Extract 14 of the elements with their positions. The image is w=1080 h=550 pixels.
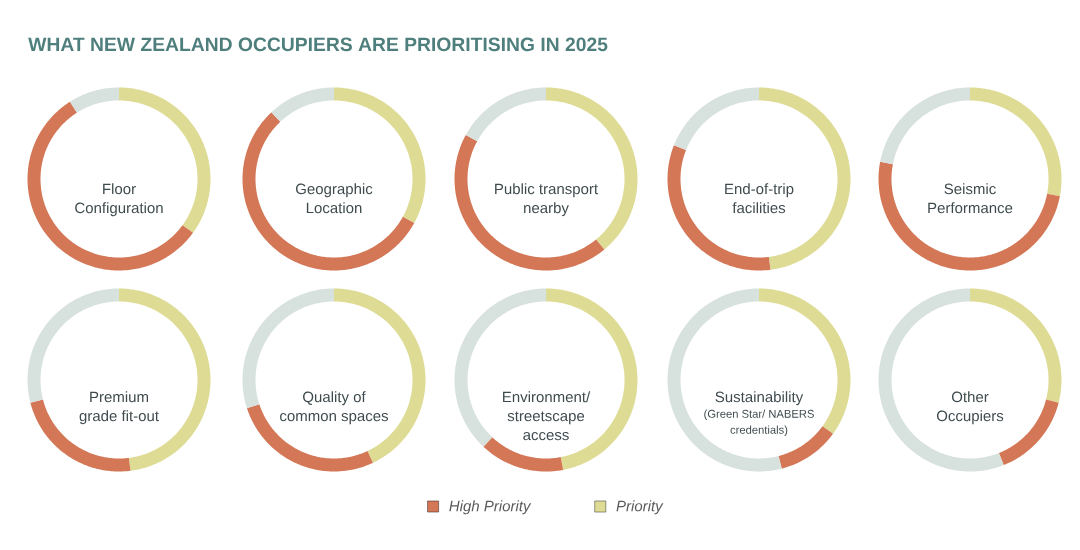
text: Geographic Location [295, 183, 373, 214]
legend-label: High Priority [449, 500, 532, 515]
legend-label: Priority [616, 500, 664, 515]
text: Floor Configuration [75, 183, 163, 217]
text: Premium grade fit-out [79, 391, 159, 425]
text: Environment/ streetscape access [503, 391, 591, 441]
text: Other Occupiers [936, 391, 1004, 425]
text: Public transport nearby [495, 183, 598, 217]
text: (Green Star/ NABERS credentials) [704, 409, 814, 437]
text: Sustainability [715, 391, 804, 406]
text: Quality of common spaces [280, 391, 389, 425]
text: Seismic Performance [928, 183, 1013, 214]
text: End-of-trip facilities [725, 183, 794, 214]
text: WHAT NEW ZEALAND OCCUPIERS ARE PRIORITISING IN 2025 [28, 37, 608, 52]
